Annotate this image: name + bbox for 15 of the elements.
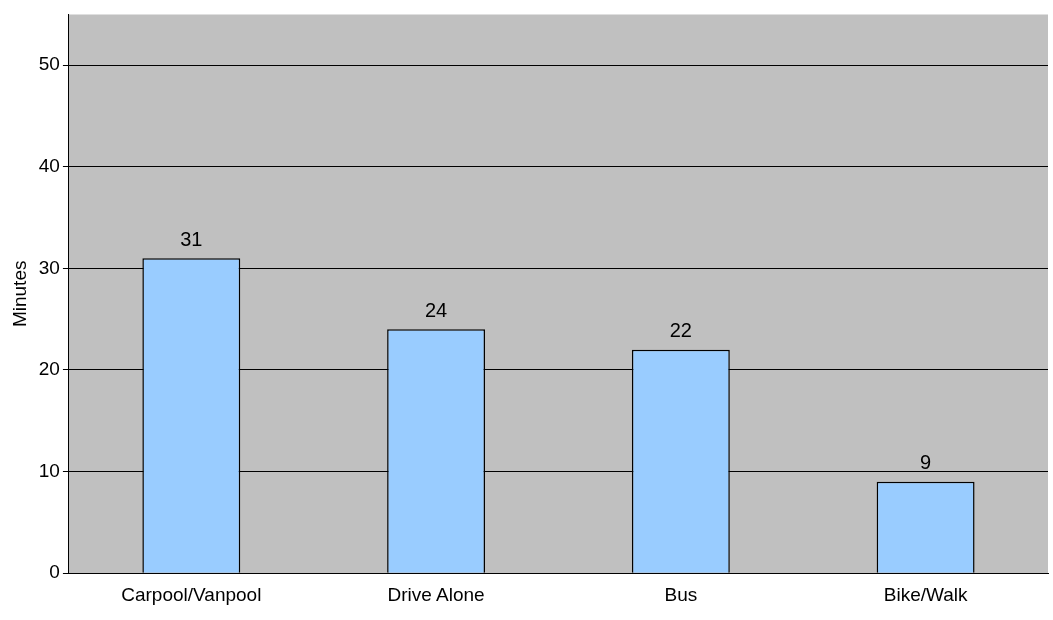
- y-tick-label: 50: [38, 53, 60, 75]
- y-tick-label: 40: [38, 155, 60, 177]
- data-label: 22: [669, 319, 692, 342]
- x-tick-label: Drive Alone: [387, 583, 485, 605]
- y-tick-label: 0: [49, 561, 60, 583]
- y-tick-label: 10: [38, 459, 60, 481]
- y-axis-title: Minutes: [8, 260, 30, 328]
- data-label: 9: [920, 451, 932, 474]
- x-tick-label: Carpool/Vanpool: [121, 583, 262, 605]
- x-tick-label: Bus: [664, 583, 698, 605]
- x-tick-label: Bike/Walk: [883, 583, 968, 605]
- y-tick-label: 30: [38, 256, 60, 278]
- y-tick-label: 20: [38, 358, 60, 380]
- data-label: 31: [180, 227, 203, 250]
- data-label: 24: [424, 298, 448, 321]
